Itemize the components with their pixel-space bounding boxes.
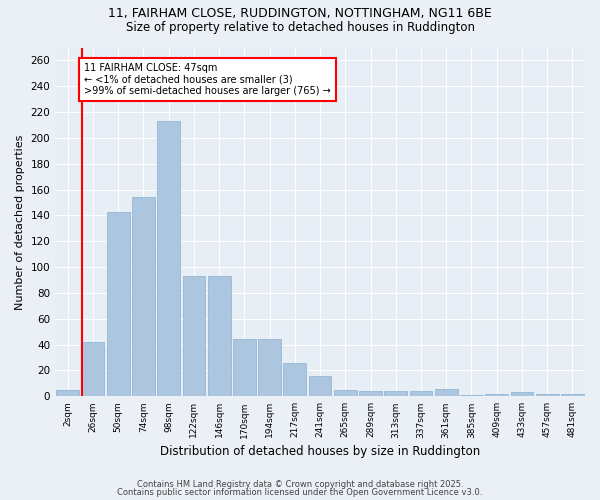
Bar — [435, 388, 458, 396]
Bar — [258, 340, 281, 396]
Y-axis label: Number of detached properties: Number of detached properties — [15, 134, 25, 310]
Bar — [157, 121, 180, 396]
Text: Contains HM Land Registry data © Crown copyright and database right 2025.: Contains HM Land Registry data © Crown c… — [137, 480, 463, 489]
Bar — [309, 376, 331, 396]
Bar — [536, 394, 559, 396]
Bar — [56, 390, 79, 396]
Bar — [132, 198, 155, 396]
Bar — [107, 212, 130, 396]
Text: 11, FAIRHAM CLOSE, RUDDINGTON, NOTTINGHAM, NG11 6BE: 11, FAIRHAM CLOSE, RUDDINGTON, NOTTINGHA… — [108, 8, 492, 20]
Bar — [511, 392, 533, 396]
Bar — [410, 391, 433, 396]
Bar — [485, 394, 508, 396]
Text: 11 FAIRHAM CLOSE: 47sqm
← <1% of detached houses are smaller (3)
>99% of semi-de: 11 FAIRHAM CLOSE: 47sqm ← <1% of detache… — [84, 63, 331, 96]
Bar — [460, 395, 483, 396]
Bar — [182, 276, 205, 396]
Bar — [385, 391, 407, 396]
Bar — [82, 342, 104, 396]
Bar — [233, 340, 256, 396]
Bar — [208, 276, 230, 396]
Bar — [334, 390, 356, 396]
Text: Contains public sector information licensed under the Open Government Licence v3: Contains public sector information licen… — [118, 488, 482, 497]
X-axis label: Distribution of detached houses by size in Ruddington: Distribution of detached houses by size … — [160, 444, 480, 458]
Bar — [561, 394, 584, 396]
Bar — [359, 391, 382, 396]
Bar — [283, 362, 306, 396]
Text: Size of property relative to detached houses in Ruddington: Size of property relative to detached ho… — [125, 21, 475, 34]
